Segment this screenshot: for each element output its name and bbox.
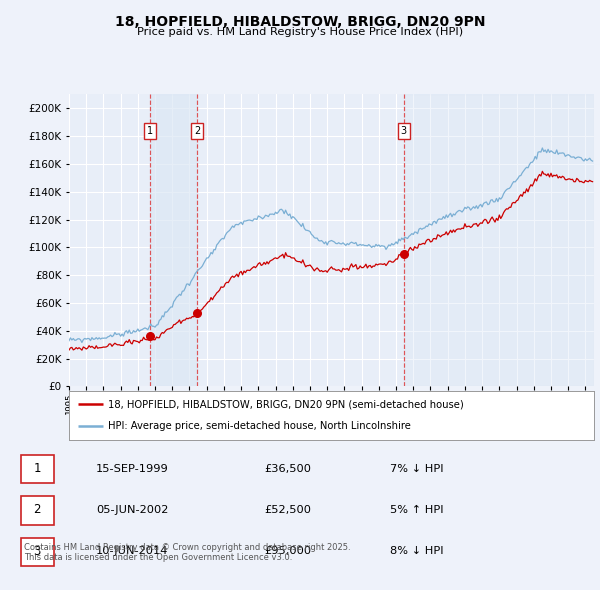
Text: 05-JUN-2002: 05-JUN-2002 bbox=[96, 505, 169, 515]
Text: 18, HOPFIELD, HIBALDSTOW, BRIGG, DN20 9PN: 18, HOPFIELD, HIBALDSTOW, BRIGG, DN20 9P… bbox=[115, 15, 485, 29]
Text: 1: 1 bbox=[34, 462, 41, 475]
Bar bbox=[404, 94, 594, 386]
Text: 5% ↑ HPI: 5% ↑ HPI bbox=[390, 505, 443, 515]
Text: 3: 3 bbox=[34, 545, 41, 558]
Text: 1: 1 bbox=[147, 126, 153, 136]
Text: 18, HOPFIELD, HIBALDSTOW, BRIGG, DN20 9PN (semi-detached house): 18, HOPFIELD, HIBALDSTOW, BRIGG, DN20 9P… bbox=[109, 399, 464, 409]
Text: £36,500: £36,500 bbox=[264, 464, 311, 474]
Text: 8% ↓ HPI: 8% ↓ HPI bbox=[390, 546, 443, 556]
Text: This data is licensed under the Open Government Licence v3.0.: This data is licensed under the Open Gov… bbox=[24, 553, 292, 562]
Text: Price paid vs. HM Land Registry's House Price Index (HPI): Price paid vs. HM Land Registry's House … bbox=[137, 27, 463, 37]
Text: 7% ↓ HPI: 7% ↓ HPI bbox=[390, 464, 443, 474]
Bar bbox=[150, 94, 197, 386]
Text: 2: 2 bbox=[34, 503, 41, 516]
Text: £95,000: £95,000 bbox=[264, 546, 311, 556]
Text: 3: 3 bbox=[401, 126, 407, 136]
Text: Contains HM Land Registry data © Crown copyright and database right 2025.: Contains HM Land Registry data © Crown c… bbox=[24, 543, 350, 552]
Text: 2: 2 bbox=[194, 126, 200, 136]
Text: 10-JUN-2014: 10-JUN-2014 bbox=[96, 546, 169, 556]
Text: HPI: Average price, semi-detached house, North Lincolnshire: HPI: Average price, semi-detached house,… bbox=[109, 421, 411, 431]
Text: £52,500: £52,500 bbox=[264, 505, 311, 515]
Text: 15-SEP-1999: 15-SEP-1999 bbox=[96, 464, 169, 474]
